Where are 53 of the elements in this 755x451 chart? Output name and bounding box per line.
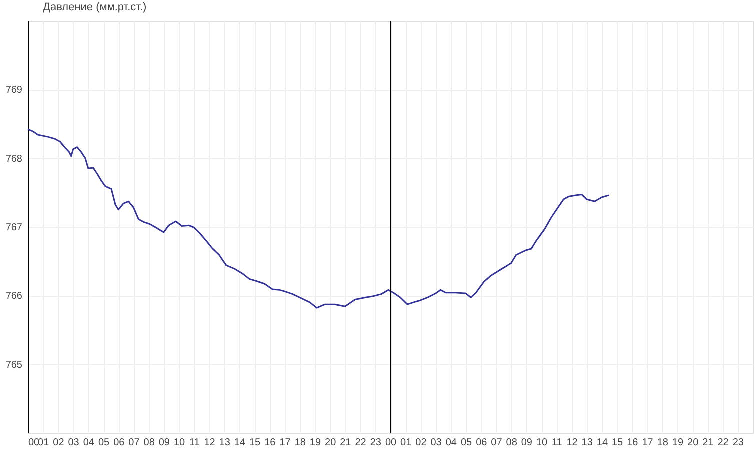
x-tick-label: 12 [566,438,578,448]
x-tick-label: 16 [264,438,276,448]
x-tick-label: 10 [536,438,548,448]
x-tick-label: 15 [250,438,262,448]
x-tick-label: 04 [446,438,458,448]
x-tick-label: 23 [370,438,382,448]
x-tick-label: 03 [68,438,80,448]
y-tick-label: 767 [6,222,23,234]
x-tick-label: 06 [114,438,126,448]
x-tick-label: 05 [98,438,110,448]
x-tick-label: 05 [460,438,473,448]
x-tick-label: 19 [310,438,322,448]
line-series [27,128,610,309]
x-tick-label: 10 [174,438,186,448]
x-tick-label: 08 [144,438,156,448]
x-tick-label: 00 [385,438,397,448]
x-tick-label: 13 [582,438,594,448]
x-tick-label: 21 [340,438,352,448]
x-tick-label: 23 [732,438,744,448]
y-tick-label: 765 [6,360,23,371]
x-tick-label: 08 [506,438,518,448]
x-tick-label: 16 [627,438,639,448]
x-tick-label: 22 [718,438,730,448]
x-tick-label: 22 [355,438,367,448]
text: Давление (мм.рт.ст.) [43,2,147,14]
x-tick-label: 18 [294,438,306,448]
x-tick-label: 09 [521,438,533,448]
y-tick-label: 768 [6,154,23,165]
y-tick-label: 766 [6,291,23,302]
x-tick-label: 01 [400,438,412,448]
x-tick-label: 09 [158,438,170,448]
x-tick-label: 07 [128,438,140,448]
x-tick-label: 20 [688,438,700,448]
x-tick-label: 19 [672,438,684,448]
x-tick-label: 18 [657,438,669,448]
x-tick-label: 12 [204,438,216,448]
x-tick-label: 02 [416,438,428,448]
x-tick-label: 11 [552,438,563,448]
x-tick-label: 06 [476,438,488,448]
x-tick-label: 04 [83,438,95,448]
y-tick-label: 769 [6,85,23,96]
x-tick-label: 17 [280,438,292,448]
x-tick-label: 07 [491,438,503,448]
x-tick-label: 20 [325,438,337,448]
x-tick-label: 11 [189,438,200,448]
x-tick-label: 13 [219,438,231,448]
x-tick-label: 21 [702,438,714,448]
x-tick-label: 02 [53,438,65,448]
x-tick-label: 14 [234,438,246,448]
x-tick-label: 15 [612,438,624,448]
x-tick-label: 17 [642,438,654,448]
x-tick-label: 03 [430,438,442,448]
x-tick-label: 14 [596,438,608,448]
